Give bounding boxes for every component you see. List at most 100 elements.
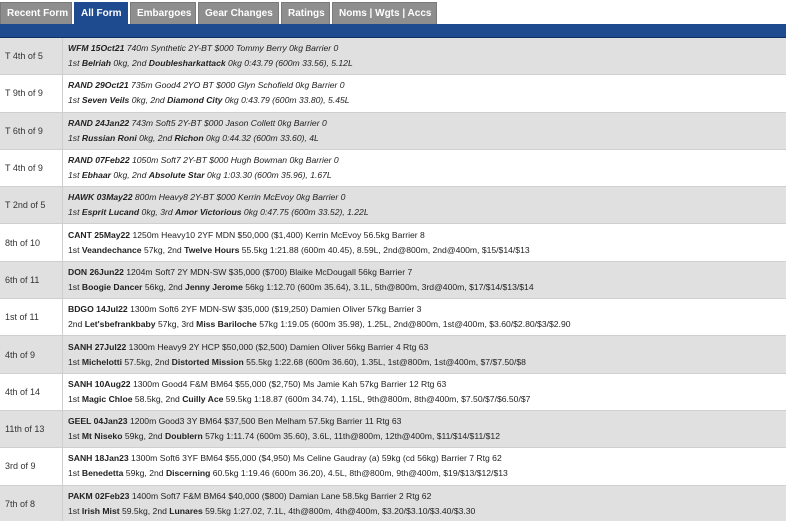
form-row: T 4th of 9 RAND 07Feb22 1050m Soft7 2Y-BT… (0, 149, 786, 188)
result-middle: 0kg, 2nd (136, 132, 175, 143)
result-line: 1st Benedetta 59kg, 2nd Discerning 60.5k… (68, 468, 786, 479)
meeting-date: PAKM 02Feb23 (68, 490, 130, 501)
race-detail: DON 26Jun22 1204m Soft7 2Y MDN-SW $35,00… (63, 262, 786, 298)
first-horse-name: Belriah (81, 58, 111, 69)
race-info: 1300m Heavy9 2Y HCP $50,000 ($2,500) Dam… (126, 341, 429, 352)
finish-position: T 2nd of 5 (0, 187, 63, 224)
race-info-line: CANT 25May22 1250m Heavy10 2YF MDN $50,0… (68, 230, 786, 241)
result-detail: 59.5kg 1:27.02, 7.1L, 4th@800m, 4th@400m… (202, 505, 476, 516)
result-line: 1st Esprit Lucand 0kg, 3rd Amor Victorio… (68, 207, 786, 218)
second-horse-name: Lunares (169, 505, 203, 516)
race-detail: GEEL 04Jan23 1200m Good3 3Y BM64 $37,500… (63, 411, 786, 447)
form-row: 3rd of 9 SANH 18Jan23 1300m Soft6 3YF BM6… (0, 448, 786, 486)
finish-position: T 9th of 9 (0, 75, 63, 112)
tab-gear-changes[interactable]: Gear Changes (198, 2, 279, 24)
second-horse-name: Miss Bariloche (196, 319, 257, 330)
finish-position: 6th of 11 (0, 261, 63, 299)
first-horse-name: Russian Roni (81, 132, 137, 143)
meeting-date: RAND 07Feb22 (68, 155, 130, 166)
result-middle: 57kg, 3rd (155, 319, 197, 330)
tab-all-form[interactable]: All Form (74, 2, 128, 24)
result-line: 1st Mt Niseko 59kg, 2nd Doublern 57kg 1:… (68, 431, 786, 442)
race-info-line: HAWK 03May22 800m Heavy8 2Y-BT $000 Kerr… (68, 192, 786, 203)
result-middle: 0kg, 3rd (139, 207, 175, 218)
result-line: 1st Ebhaar 0kg, 2nd Absolute Star 0kg 1:… (68, 170, 786, 181)
result-middle: 57.5kg, 2nd (121, 356, 172, 367)
result-middle: 59kg, 2nd (122, 431, 165, 442)
result-middle: 59kg, 2nd (123, 468, 166, 479)
result-detail: 60.5kg 1:19.46 (600m 36.20), 4.5L, 8th@8… (210, 468, 508, 479)
race-info-line: PAKM 02Feb23 1400m Soft7 F&M BM64 $40,00… (68, 491, 786, 502)
first-horse-name: Magic Chloe (81, 393, 133, 404)
finish-position: T 4th of 9 (0, 149, 63, 187)
race-detail: RAND 24Jan22 743m Soft5 2Y-BT $000 Jason… (63, 113, 786, 149)
result-line: 2nd Let'sbefrankbaby 57kg, 3rd Miss Bari… (68, 319, 786, 330)
race-info-line: SANH 18Jan23 1300m Soft6 3YF BM64 $55,00… (68, 453, 786, 464)
meeting-date: SANH 18Jan23 (68, 453, 129, 464)
result-line: 1st Seven Veils 0kg, 2nd Diamond City 0k… (68, 95, 786, 106)
race-info: 1050m Soft7 2Y-BT $000 Hugh Bowman 0kg B… (129, 155, 339, 166)
first-horse-name: Veandechance (81, 244, 142, 255)
first-horse-name: Mt Niseko (81, 431, 123, 442)
race-info: 1250m Heavy10 2YF MDN $50,000 ($1,400) K… (130, 229, 425, 240)
first-placing-label: 1st (68, 505, 82, 516)
finish-position: 4th of 9 (0, 336, 63, 373)
race-detail: SANH 10Aug22 1300m Good4 F&M BM64 $55,00… (63, 374, 786, 410)
meeting-date: SANH 10Aug22 (68, 378, 131, 389)
finish-position: 11th of 13 (0, 410, 63, 448)
race-detail: HAWK 03May22 800m Heavy8 2Y-BT $000 Kerr… (63, 187, 786, 223)
race-info: 735m Good4 2YO BT $000 Glyn Schofield 0k… (128, 80, 345, 91)
race-info-line: RAND 07Feb22 1050m Soft7 2Y-BT $000 Hugh… (68, 155, 786, 166)
first-placing-label: 1st (68, 468, 82, 479)
result-line: 1st Belriah 0kg, 2nd Doublesharkattack 0… (68, 58, 786, 69)
form-tab-bar: Recent Form All Form Embargoes Gear Chan… (0, 0, 786, 24)
tab-ratings[interactable]: Ratings (281, 2, 330, 24)
result-line: 1st Michelotti 57.5kg, 2nd Distorted Mis… (68, 357, 786, 368)
form-row: 1st of 11 BDGO 14Jul22 1300m Soft6 2YF MD… (0, 299, 786, 337)
result-detail: 56kg 1:12.70 (600m 35.64), 3.1L, 5th@800… (242, 281, 534, 292)
tab-noms-wgts-accs[interactable]: Noms | Wgts | Accs (332, 2, 437, 24)
race-info: 743m Soft5 2Y-BT $000 Jason Collett 0kg … (129, 117, 327, 128)
meeting-date: CANT 25May22 (68, 229, 131, 240)
race-info-line: WFM 15Oct21 740m Synthetic 2Y-BT $000 To… (68, 43, 786, 54)
form-row: 6th of 11 DON 26Jun22 1204m Soft7 2Y MDN-… (0, 261, 786, 300)
result-detail: 57kg 1:11.74 (600m 35.60), 3.6L, 11th@80… (202, 431, 500, 442)
race-detail: PAKM 02Feb23 1400m Soft7 F&M BM64 $40,00… (63, 486, 786, 521)
race-info-line: SANH 10Aug22 1300m Good4 F&M BM64 $55,00… (68, 379, 786, 390)
first-placing-label: 1st (68, 393, 82, 404)
result-middle: 0kg, 2nd (111, 58, 149, 69)
first-horse-name: Benedetta (81, 468, 124, 479)
result-detail: 0kg 0:43.79 (600m 33.80), 5.45L (222, 95, 350, 106)
form-row: 8th of 10 CANT 25May22 1250m Heavy10 2YF … (0, 224, 786, 262)
tab-embargoes[interactable]: Embargoes (130, 2, 196, 24)
form-row: T 2nd of 5 HAWK 03May22 800m Heavy8 2Y-BT… (0, 187, 786, 225)
second-horse-name: Jenny Jerome (185, 281, 243, 292)
first-placing-label: 1st (68, 170, 82, 181)
second-horse-name: Discerning (165, 468, 211, 479)
tab-recent-form[interactable]: Recent Form (0, 2, 72, 24)
result-detail: 0kg 0:47.75 (600m 33.52), 1.22L (241, 207, 369, 218)
form-row: 4th of 14 SANH 10Aug22 1300m Good4 F&M BM… (0, 373, 786, 411)
first-horse-name: Ebhaar (81, 170, 111, 181)
second-horse-name: Cuilly Ace (182, 393, 224, 404)
result-line: 1st Veandechance 57kg, 2nd Twelve Hours … (68, 245, 786, 256)
finish-position: 1st of 11 (0, 299, 63, 336)
header-bar (0, 24, 786, 38)
race-info-line: RAND 29Oct21 735m Good4 2YO BT $000 Glyn… (68, 80, 786, 91)
result-middle: 56kg, 2nd (142, 281, 186, 292)
form-row: T 9th of 9 RAND 29Oct21 735m Good4 2YO BT… (0, 75, 786, 113)
result-detail: 57kg 1:19.05 (600m 35.98), 1.25L, 2nd@80… (256, 319, 571, 330)
result-middle: 59.5kg, 2nd (119, 505, 170, 516)
result-detail: 59.5kg 1:18.87 (600m 34.74), 1.15L, 9th@… (223, 393, 531, 404)
race-info: 740m Synthetic 2Y-BT $000 Tommy Berry 0k… (124, 43, 339, 54)
finish-position: 3rd of 9 (0, 448, 63, 485)
race-info: 1300m Soft6 3YF BM64 $55,000 ($4,950) Ms… (128, 453, 502, 464)
result-middle: 58.5kg, 2nd (132, 393, 183, 404)
form-row: 7th of 8 PAKM 02Feb23 1400m Soft7 F&M BM6… (0, 485, 786, 521)
result-detail: 0kg 0:44.32 (600m 33.60), 4L (203, 132, 319, 143)
first-horse-name: Let'sbefrankbaby (84, 319, 156, 330)
race-detail: SANH 27Jul22 1300m Heavy9 2Y HCP $50,000… (63, 336, 786, 372)
race-detail: WFM 15Oct21 740m Synthetic 2Y-BT $000 To… (63, 38, 786, 74)
first-placing-label: 1st (68, 431, 82, 442)
meeting-date: GEEL 04Jan23 (68, 416, 128, 427)
